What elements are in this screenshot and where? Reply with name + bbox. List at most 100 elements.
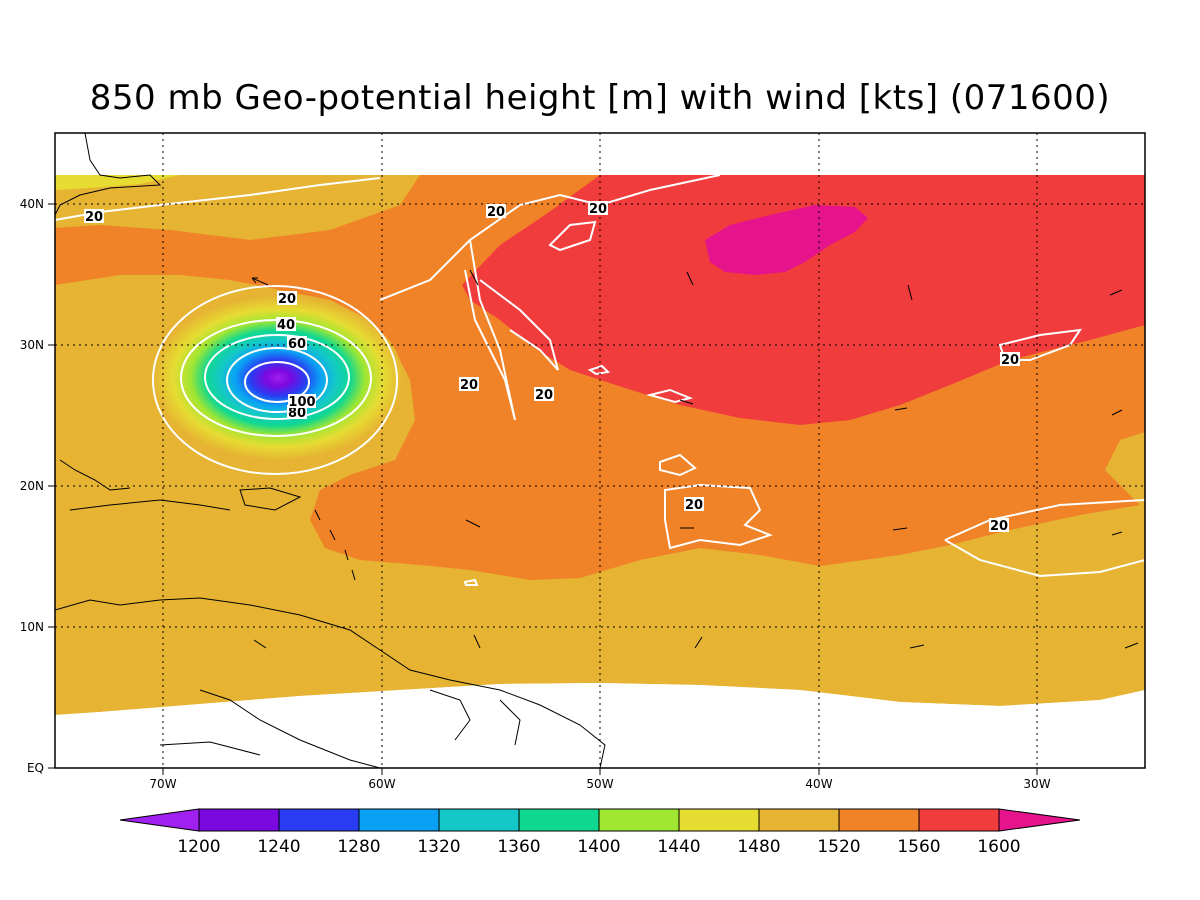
colorbar-label: 1240 [257,837,300,857]
coast-south-america [55,597,606,768]
wind-contour-60 [204,334,350,420]
coast-guianas [429,689,521,746]
contour-label: 20 [535,388,553,403]
contour-label: 20 [278,292,296,307]
wind-arrow [1111,409,1123,416]
height-band-1520-north [55,175,420,240]
y-tick-label: 10N [20,620,44,634]
wind-contour-ne [548,220,597,252]
contour-label: 20 [685,498,703,513]
contour-label-bg [459,377,479,391]
wind-vectors [251,269,1139,649]
y-axis-labels: EQ 10N 20N 30N 40N [20,197,44,775]
wind-arrow [907,284,913,301]
colorbar-label: 1480 [737,837,780,857]
colorbar-swatch [438,808,520,832]
contour-label: 40 [277,318,295,333]
contour-label-bg [1000,352,1020,366]
x-tick-label: 60W [368,777,395,791]
height-band-1640 [705,205,868,275]
wind-contour-ridge [379,174,721,301]
wind-contour-small3 [463,578,479,586]
colorbar-label: 1320 [417,837,460,857]
colorbar-swatch [598,808,680,832]
colorbar-swatch [678,808,760,832]
colorbar-label: 1280 [337,837,380,857]
wind-contour-mid2 [664,483,773,550]
contour-label: 20 [589,202,607,217]
wind-arrow [894,407,908,411]
contour-label-bg [534,387,554,401]
coast-florida-bahamas [59,459,131,491]
wind-contour-trough-2 [479,279,559,371]
cyclone-low [153,296,403,460]
contour-label: 20 [460,378,478,393]
no-data-region [55,683,1145,768]
chart-title: 850 mb Geo-potential height [m] with win… [89,78,1111,118]
wind-contour-trough [464,239,516,421]
contour-label-bg [684,497,704,511]
colorbar-label: 1600 [977,837,1020,857]
wind-contour-small2 [587,364,611,376]
colorbar-swatch [518,808,600,832]
contour-label-bg [288,394,316,408]
height-band-1480-north [55,175,180,190]
x-tick-label: 30W [1023,777,1050,791]
y-tick-label: 30N [20,338,44,352]
x-axis-labels: 70W 60W 50W 40W 30W [149,777,1050,791]
colorbar-swatch [278,808,360,832]
wind-contour-mid1 [659,453,697,477]
contour-label-bg [287,405,307,419]
wind-contour-se [944,499,1145,578]
wind-arrow [465,519,481,528]
contour-labels: 20 20 20 20 20 40 60 80 100 20 20 20 20 [84,201,1020,534]
y-tick-label: 40N [20,197,44,211]
wind-arrow [1111,531,1123,536]
wind-arrow [1109,289,1123,296]
wind-arrow [1124,642,1139,649]
contour-label-bg [989,518,1009,532]
contour-label-bg [84,209,104,223]
wind-contour-small1 [646,388,694,404]
contour-label-bg [588,201,608,215]
coast-hispaniola [239,487,302,511]
wind-arrow [679,399,694,405]
colorbar-swatch [198,808,280,832]
coast-north-america [55,133,162,216]
wind-arrow [253,639,267,649]
colorbar-label: 1200 [177,837,220,857]
coast-lesser-antilles [314,509,356,581]
contour-label-bg [287,336,307,350]
wind-contour-20 [152,285,398,475]
wind-arrow [694,636,703,649]
x-tick-label: 50W [586,777,613,791]
wind-arrow [909,644,925,649]
wind-arrow [686,271,694,286]
coast-cuba [69,499,231,511]
contour-label: 60 [288,337,306,352]
contour-label: 20 [990,519,1008,534]
wind-contour-80 [226,347,328,413]
contour-label: 80 [288,406,306,421]
x-tick-label: 70W [149,777,176,791]
contour-label-bg [486,204,506,218]
coast-venezuela-inland [159,689,381,768]
wind-contour-100 [244,361,310,403]
contour-label: 20 [487,205,505,220]
contour-label: 20 [85,210,103,225]
colorbar-swatch [358,808,440,832]
height-band-1600 [462,175,1145,425]
colorbar-label: 1440 [657,837,700,857]
contour-label-bg [276,317,296,331]
y-tick-label: EQ [27,761,44,775]
colorbar: 1200 1240 1280 1320 1360 1400 1440 1480 … [119,808,1081,857]
colorbar-arrow-left [119,808,200,832]
contour-label: 20 [1001,353,1019,368]
wind-arrow [251,277,269,286]
colorbar-label: 1560 [897,837,940,857]
contour-label: 100 [288,395,315,410]
wind-arrow [892,527,908,531]
x-tick-label: 40W [805,777,832,791]
wind-arrow [473,634,481,649]
